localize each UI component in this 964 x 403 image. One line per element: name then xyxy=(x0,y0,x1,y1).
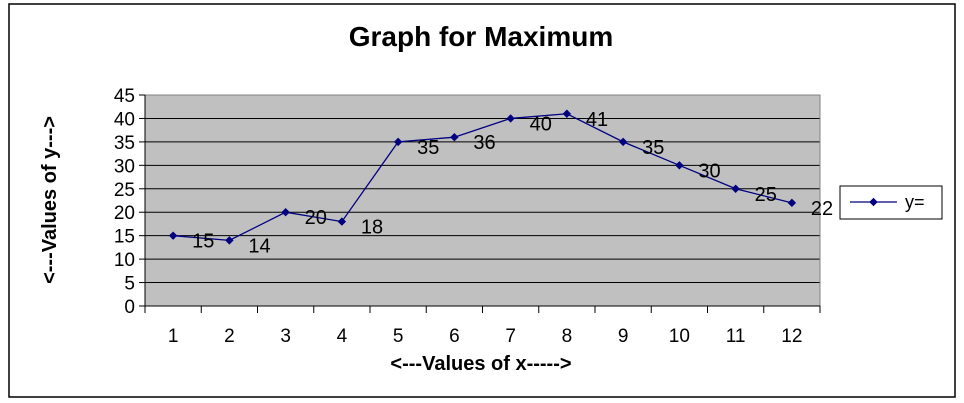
plot-area xyxy=(145,95,820,306)
x-tick-label: 5 xyxy=(393,326,404,347)
x-tick-label: 2 xyxy=(224,326,235,347)
y-tick-label: 45 xyxy=(114,86,135,107)
y-tick-label: 20 xyxy=(114,203,135,224)
data-point-marker xyxy=(337,217,347,226)
y-tick-label: 35 xyxy=(114,133,135,154)
y-tick-label: 5 xyxy=(124,274,135,295)
data-label: 41 xyxy=(586,109,608,131)
y-tick-label: 10 xyxy=(114,250,135,271)
y-tick-label: 25 xyxy=(114,180,135,201)
data-label: 20 xyxy=(305,207,327,229)
data-point-marker xyxy=(450,132,459,142)
legend-label-y: y= xyxy=(905,192,925,212)
data-label: 18 xyxy=(361,217,383,239)
legend-marker-diamond-icon xyxy=(869,197,878,207)
data-point-marker xyxy=(168,231,178,240)
y-tick-label: 0 xyxy=(124,297,135,318)
data-label: 30 xyxy=(698,160,720,182)
x-tick-label: 10 xyxy=(669,326,690,347)
x-tick-label: 9 xyxy=(618,326,629,347)
data-label: 40 xyxy=(530,113,552,135)
chart-title: Graph for Maximum xyxy=(349,21,613,52)
data-point-marker xyxy=(675,161,684,170)
x-tick-label: 4 xyxy=(337,326,348,347)
x-tick-label: 1 xyxy=(168,326,179,347)
data-point-marker xyxy=(618,137,628,147)
y-tick-label: 40 xyxy=(114,109,135,130)
data-label: 14 xyxy=(248,235,270,257)
data-label: 25 xyxy=(755,184,777,206)
data-point-marker xyxy=(562,109,572,118)
data-label: 35 xyxy=(642,137,664,159)
series-line xyxy=(173,113,793,242)
data-label: 35 xyxy=(417,137,439,159)
x-tick-label: 11 xyxy=(726,326,746,347)
x-tick-label: 3 xyxy=(280,326,291,347)
data-point-marker xyxy=(731,184,740,193)
x-tick-label: 7 xyxy=(505,326,516,347)
x-tick-label: 6 xyxy=(449,326,460,347)
data-point-marker xyxy=(506,114,515,123)
legend: y= xyxy=(839,185,943,220)
y-tick-label: 15 xyxy=(114,227,135,248)
data-label: 15 xyxy=(192,231,214,253)
data-point-marker xyxy=(787,198,797,208)
series-layer xyxy=(168,109,797,245)
data-point-marker xyxy=(281,208,290,217)
data-point-marker xyxy=(393,137,403,147)
y-axis-title: <---Values of y---> xyxy=(39,116,61,284)
data-labels: 15 14 20 18 35 36 40 41 35 30 25 22 xyxy=(192,109,833,258)
data-point-marker xyxy=(225,236,234,245)
y-tick-label: 30 xyxy=(114,156,135,177)
data-label: 36 xyxy=(473,132,495,154)
x-tick-label: 12 xyxy=(781,326,802,347)
x-tick-label: 8 xyxy=(562,326,573,347)
x-axis-title: <---Values of x-----> xyxy=(390,353,571,375)
data-label: 22 xyxy=(811,198,833,220)
